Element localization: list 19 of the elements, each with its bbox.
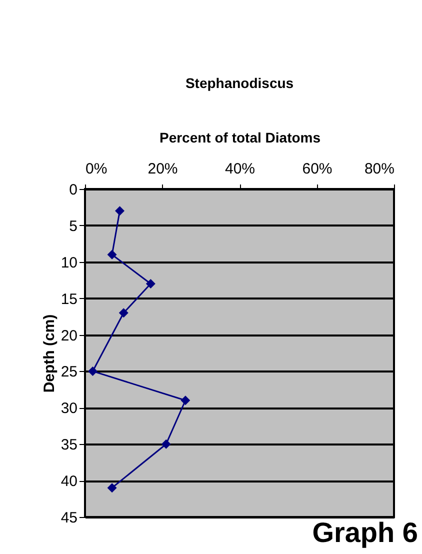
x-tick-label: 40% (224, 160, 256, 178)
y-tick-label: 10 (60, 254, 78, 272)
x-tick-label: 60% (302, 160, 332, 178)
y-tick-label: 45 (60, 510, 78, 526)
x-tick-label: 0% (86, 160, 108, 178)
chart-title: Stephanodiscus (185, 75, 294, 91)
x-tick-label: 20% (148, 160, 178, 178)
y-tick-label: 5 (69, 218, 78, 235)
annotation: Graph 6 (312, 517, 418, 548)
y-tick-label: 35 (60, 436, 78, 454)
y-tick-label: 15 (60, 290, 78, 308)
y-tick-label: 20 (60, 327, 78, 344)
y-tick-label: 30 (60, 400, 78, 418)
y-tick-label: 40 (60, 473, 78, 490)
x-tick-label: 80% (364, 160, 394, 178)
y-tick-label: 0 (69, 182, 78, 198)
y-tick-label: 25 (60, 364, 78, 381)
x-axis-title: Percent of total Diatoms (159, 130, 321, 146)
y-axis-title: Depth (cm) (40, 314, 58, 393)
